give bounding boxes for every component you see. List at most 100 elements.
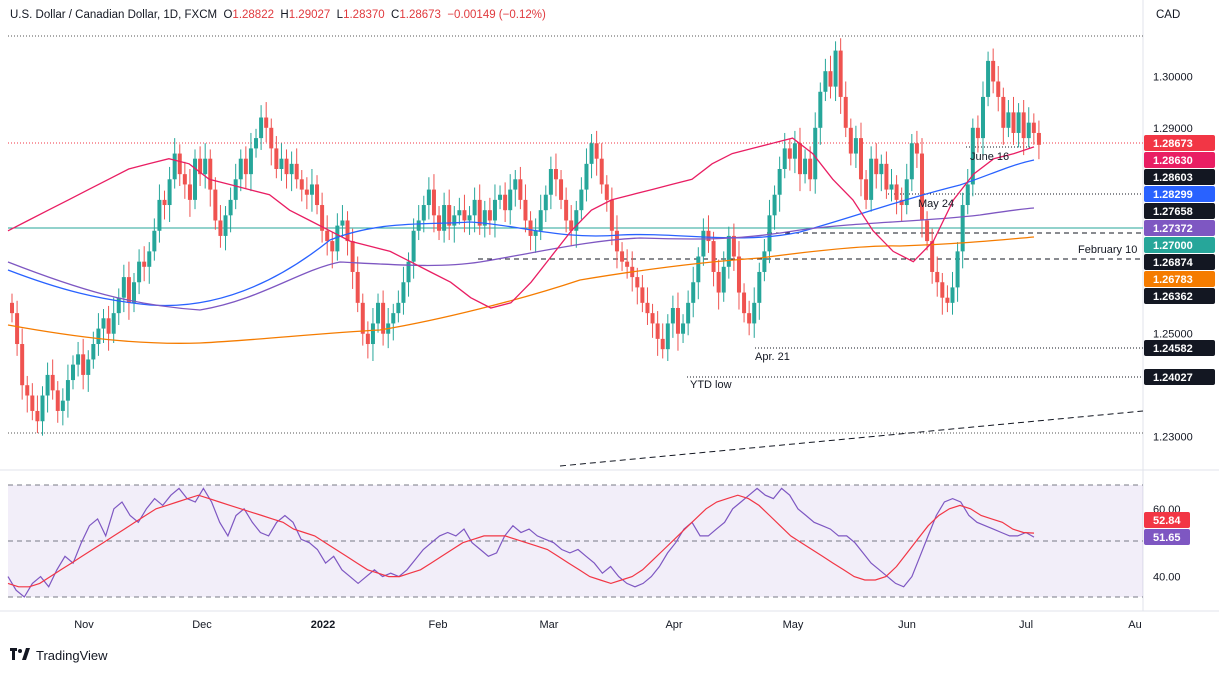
chart-header: U.S. Dollar / Canadian Dollar, 1D, FXCM …: [10, 9, 546, 21]
candle-body: [528, 220, 533, 236]
candle-body: [640, 287, 645, 303]
candle-body: [152, 230, 157, 252]
candle-body: [701, 230, 706, 257]
candle-body: [167, 179, 172, 206]
candle-body: [325, 230, 330, 242]
candle-body: [71, 364, 76, 381]
candle-body: [345, 220, 350, 242]
low-value: 1.28370: [343, 9, 385, 21]
candle-body: [462, 210, 467, 221]
tradingview-logo-icon: [10, 648, 30, 663]
candle-body: [797, 143, 802, 175]
candle-body: [945, 297, 950, 303]
candle-body: [675, 307, 680, 334]
candle-body: [304, 189, 309, 195]
candle-body: [559, 179, 564, 200]
candle-body: [147, 251, 152, 267]
candle-body: [426, 189, 431, 206]
candle-body: [187, 184, 192, 200]
candle-body: [45, 374, 50, 396]
tradingview-watermark[interactable]: TradingView: [10, 648, 108, 663]
candle-body: [757, 271, 762, 303]
candle-body: [289, 163, 294, 175]
candle-body: [975, 127, 980, 139]
candle-body: [996, 81, 1001, 97]
candle-body: [986, 60, 991, 97]
price-axis-badge-text: 1.27000: [1153, 240, 1193, 252]
candle-body: [91, 344, 96, 360]
price-axis-badge-text: 1.24027: [1153, 372, 1193, 384]
symbol-title: U.S. Dollar / Canadian Dollar, 1D, FXCM: [10, 9, 218, 21]
candle-body: [370, 323, 375, 345]
candle-body: [721, 266, 726, 293]
candle-body: [218, 220, 223, 236]
candle-body: [172, 153, 177, 180]
candle-body: [513, 179, 518, 190]
candle-body: [594, 143, 599, 159]
candle-body: [935, 271, 940, 283]
candle-body: [655, 323, 660, 339]
price-axis-badge: [1144, 203, 1215, 219]
candle-body: [274, 148, 279, 169]
candle-body: [162, 199, 167, 206]
candle-body: [538, 210, 543, 231]
candle-body: [620, 251, 625, 262]
candle-body: [50, 374, 55, 391]
candle-body: [543, 194, 548, 211]
ma200-line: [7, 236, 1035, 344]
candle-body: [970, 127, 975, 185]
candle-body: [686, 302, 691, 324]
candle-body: [284, 158, 289, 175]
candle-body: [157, 199, 162, 231]
candle-body: [808, 158, 813, 180]
candle-body: [477, 199, 482, 226]
candle-body: [406, 261, 411, 283]
candle-body: [635, 277, 640, 288]
price-tick-label: 1.25000: [1153, 329, 1193, 341]
candle-body: [330, 241, 335, 252]
rsi-value-text: 52.84: [1153, 515, 1181, 527]
candle-body: [294, 163, 299, 180]
time-tick-label: Mar: [540, 619, 559, 631]
candle-body: [691, 282, 696, 303]
price-axis-badge-text: 1.26874: [1153, 257, 1194, 269]
candle-body: [106, 318, 111, 334]
candle-body: [243, 158, 248, 175]
candle-body: [838, 50, 843, 97]
candle-body: [589, 143, 594, 164]
annotation-label: February 10: [1078, 244, 1137, 256]
change-value: −0.00149 (−0.12%): [447, 9, 546, 21]
candle-body: [96, 328, 101, 345]
candle-body: [980, 96, 985, 139]
candle-body: [696, 256, 701, 283]
candle-body: [914, 143, 919, 154]
candle-body: [523, 199, 528, 221]
candle-body: [467, 215, 472, 221]
price-tick-label: 1.23000: [1153, 432, 1193, 444]
candle-body: [401, 282, 406, 303]
candle-body: [1006, 112, 1011, 128]
candle-body: [40, 395, 45, 422]
candle-body: [228, 199, 233, 216]
candle-body: [965, 184, 970, 206]
candle-body: [457, 210, 462, 216]
candle-body: [706, 230, 711, 242]
candle-body: [1036, 132, 1041, 145]
candle-body: [894, 184, 899, 200]
candle-body: [65, 380, 70, 401]
candle-body: [416, 220, 421, 231]
price-axis-badge-text: 1.26783: [1153, 274, 1193, 286]
candle-body: [213, 189, 218, 221]
trend-line: [559, 410, 1144, 467]
candle-body: [869, 158, 874, 200]
annotation-label: May 24: [918, 198, 954, 210]
time-tick-label: May: [783, 619, 804, 631]
price-tick-label: 1.29000: [1153, 123, 1193, 135]
candle-body: [853, 138, 858, 154]
candle-body: [279, 158, 284, 169]
candle-body: [233, 179, 238, 200]
candle-body: [142, 261, 147, 267]
candle-body: [447, 205, 452, 226]
